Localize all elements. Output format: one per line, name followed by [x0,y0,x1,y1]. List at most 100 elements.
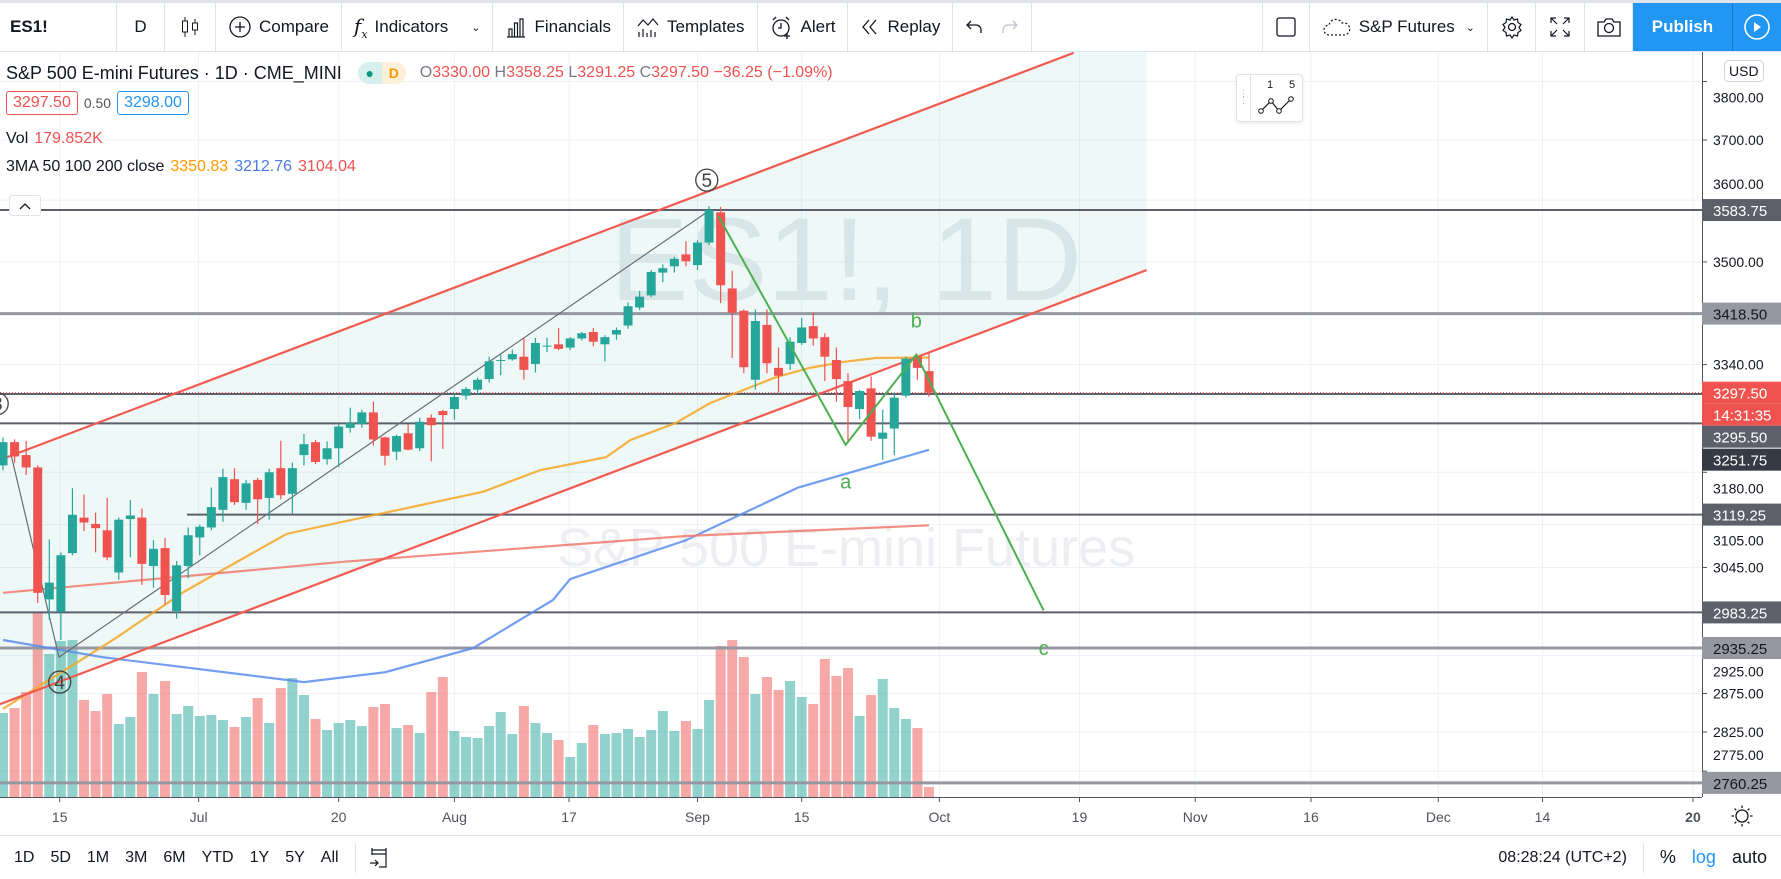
candle-body [843,381,853,408]
fullscreen-button[interactable] [1536,3,1585,51]
candle-body [426,417,436,426]
volume-bar [889,708,900,797]
candle-body [299,444,309,456]
low-label: L [568,64,578,81]
indicators-button[interactable]: fx Indicators ⌄ [342,3,494,51]
chart-type-button[interactable] [165,3,216,51]
ma100-value: 3212.76 [234,158,293,175]
collapse-legend-button[interactable] [9,195,41,216]
volume-bar [750,694,761,797]
volume-bar [171,714,182,797]
undo-redo-group [953,3,1033,51]
settings-button[interactable] [1488,3,1536,51]
volume-bar [692,729,703,797]
range-button-1y[interactable]: 1Y [249,848,270,866]
range-button-5y[interactable]: 5Y [285,848,305,866]
high-label: H [494,64,507,81]
log-scale-toggle[interactable]: log [1691,847,1716,867]
candle [461,387,471,400]
range-button-1m[interactable]: 1M [86,848,110,866]
auto-scale-toggle[interactable]: auto [1731,847,1767,867]
range-button-all[interactable]: All [320,848,339,866]
price-tag [1702,601,1781,624]
ma-label: 3MA 50 100 200 close [6,158,165,175]
candle [322,441,332,465]
candle-body [102,530,112,558]
financials-button[interactable]: Financials [493,3,625,51]
range-button-6m[interactable]: 6M [163,848,186,866]
volume-bar [32,613,43,797]
price-tick-label: 3105.00 [1713,533,1764,549]
sell-price-button[interactable]: 3297.50 [6,91,78,115]
volume-bar [819,659,830,797]
volume-bar [599,734,610,797]
symbol-search-button[interactable]: ES1! [0,3,117,51]
range-button-ytd[interactable]: YTD [201,848,234,866]
replay-button[interactable]: Replay [848,3,954,51]
candle [10,439,20,463]
candle [519,338,529,380]
ma-legend[interactable]: 3MA 50 100 200 close 3350.83 3212.76 310… [6,154,833,180]
axis-settings-sun-icon[interactable] [1731,805,1753,827]
candle [750,309,760,390]
change-value: −36.25 (−1.09%) [713,64,833,81]
volume-legend[interactable]: Vol 179.852K [6,120,833,154]
templates-button[interactable]: Templates [624,3,758,51]
time-tick-label: 16 [1303,809,1319,825]
volume-bar [391,728,402,797]
candle-body [311,442,321,462]
volume-bar [368,707,379,797]
volume-bar [507,734,518,797]
drawing-floating-toolbar: ⋮ ⋮ 1 5 [1236,74,1303,122]
alert-button[interactable]: Alert [758,3,849,51]
price-tick-label: 2925.00 [1713,664,1764,680]
market-status-badge[interactable]: ● D [357,62,406,84]
candle [693,240,702,271]
snapshot-button[interactable] [1585,3,1633,51]
price-tag [1702,381,1781,404]
volume-bar [414,733,425,797]
ma50-line [2,356,930,710]
play-button[interactable] [1733,3,1781,51]
volume-bar [924,787,934,797]
percent-scale-toggle[interactable]: % [1659,847,1676,867]
price-tag-label: 2760.25 [1713,776,1767,793]
candle-body [484,361,494,380]
candle-body [635,296,645,308]
candle-body [554,344,564,349]
price-tick-label: 2875.00 [1713,686,1764,702]
candle-body [357,412,367,424]
volume-bar [322,730,333,797]
redo-icon[interactable] [1001,18,1019,36]
candle-body [785,341,795,364]
candle [797,317,807,345]
candle [473,377,483,395]
volume-bar [310,719,321,797]
elliott-wave-tool-button[interactable]: 1 5 [1251,75,1302,121]
candle-body [287,468,297,494]
goto-date-icon[interactable] [368,846,390,870]
compare-button[interactable]: Compare [216,3,342,51]
candle [530,337,540,373]
drag-handle-icon[interactable]: ⋮ ⋮ [1237,75,1251,121]
volume-bar [785,681,796,797]
range-button-3m[interactable]: 3M [125,848,148,866]
layout-name-button[interactable]: S&P Futures ⌄ [1310,3,1488,51]
timezone-clock[interactable]: 08:28:24 (UTC+2) [1498,848,1627,866]
volume-bar [67,640,78,797]
buy-price-button[interactable]: 3298.00 [117,91,189,115]
high-value: 3358.25 [506,64,564,81]
undo-icon[interactable] [965,18,983,36]
range-button-5d[interactable]: 5D [50,848,71,866]
range-button-1d[interactable]: 1D [14,848,35,866]
interval-button[interactable]: D [117,3,165,51]
publish-button[interactable]: Publish [1633,3,1733,51]
currency-label[interactable]: USD [1724,60,1764,82]
chevron-down-icon[interactable]: ⌄ [471,21,481,34]
candle [403,424,413,451]
time-tick-label: 15 [794,809,810,825]
layout-select-button[interactable] [1263,3,1310,51]
series-title[interactable]: S&P 500 E-mini Futures · 1D · CME_MINI [6,62,342,83]
fullscreen-icon [1550,17,1570,37]
